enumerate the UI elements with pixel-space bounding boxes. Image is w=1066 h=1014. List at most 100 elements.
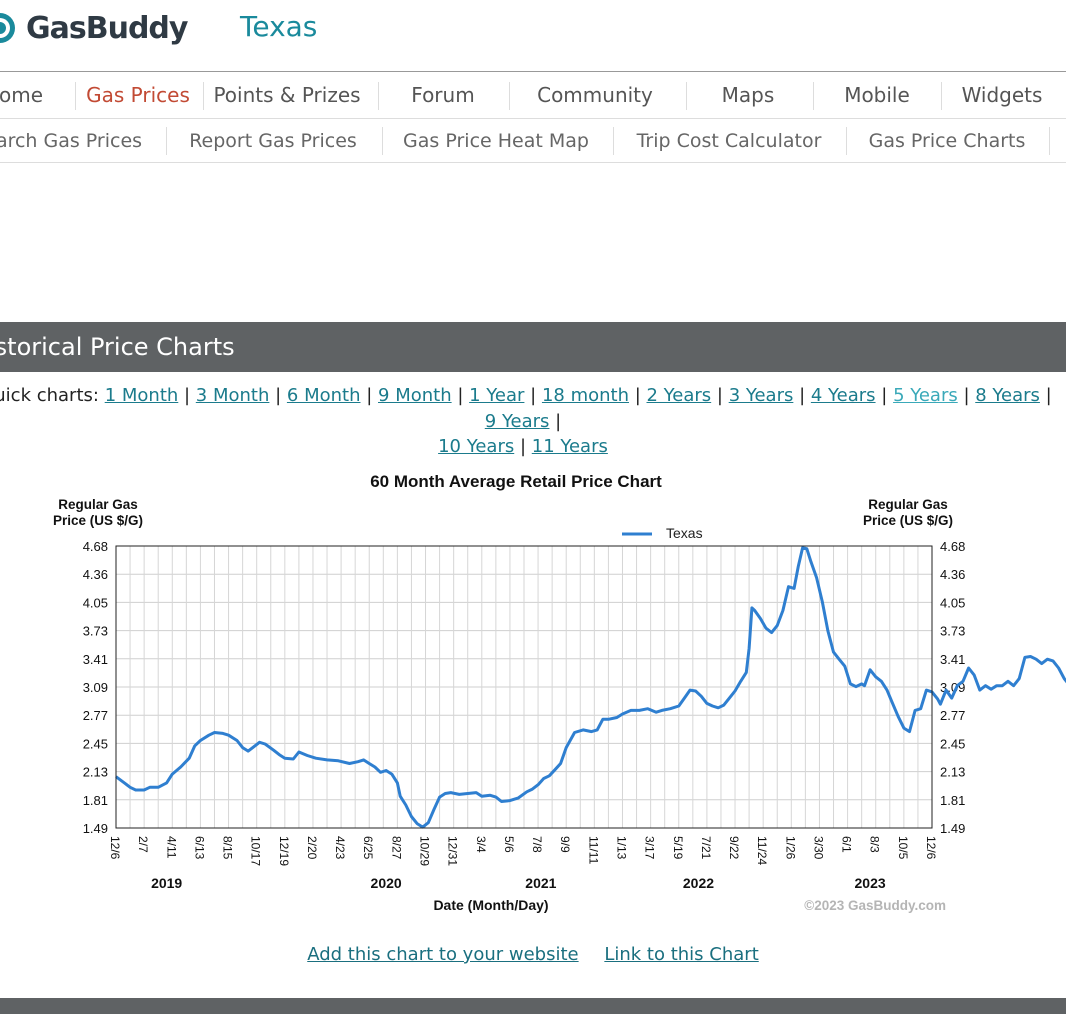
quick-link-3-years[interactable]: 3 Years (728, 385, 794, 406)
x-tick-label: 4/23 (333, 836, 347, 860)
chart-links: Add this chart to your website Link to t… (0, 944, 1066, 965)
subnav-divider (382, 127, 383, 155)
x-tick-label: 3/30 (811, 836, 825, 860)
x-tick-label: 1/26 (783, 836, 797, 860)
y-axis-label-right-line1: Regular Gas (868, 497, 948, 512)
quick-link-6-month[interactable]: 6 Month (286, 385, 361, 406)
legend-label: Texas (666, 525, 703, 541)
add-chart-link[interactable]: Add this chart to your website (307, 944, 579, 965)
y-tick-label: 3.73 (940, 624, 965, 639)
x-axis-label: Date (Month/Day) (433, 897, 548, 913)
y-axis-label-left-line1: Regular Gas (58, 497, 138, 512)
nav-forum[interactable]: Forum (411, 83, 475, 107)
x-tick-label: 8/3 (868, 836, 882, 853)
y-tick-label: 3.41 (83, 652, 108, 667)
y-tick-label: 2.13 (83, 765, 108, 780)
footer-band (0, 998, 1066, 1014)
subnav-search-gas-prices[interactable]: arch Gas Prices (0, 130, 143, 152)
year-label: 2020 (371, 875, 402, 891)
nav-mobile[interactable]: Mobile (844, 83, 910, 107)
quick-charts-label: uick charts: (0, 385, 99, 406)
quick-link-10-years[interactable]: 10 Years (438, 436, 515, 457)
x-tick-label: 1/13 (614, 836, 628, 860)
x-tick-label: 12/19 (277, 836, 291, 866)
x-tick-label: 4/11 (164, 836, 178, 859)
year-label: 2022 (683, 875, 714, 891)
quick-link-1-year[interactable]: 1 Year (469, 385, 525, 406)
y-tick-label: 2.13 (940, 765, 965, 780)
y-tick-label: 3.41 (940, 652, 965, 667)
y-tick-label: 2.45 (83, 736, 108, 751)
quick-link-9-years[interactable]: 9 Years (484, 410, 550, 432)
x-tick-label: 8/27 (389, 836, 403, 860)
x-tick-label: 6/25 (361, 836, 375, 860)
subnav-gas-price-charts[interactable]: Gas Price Charts (868, 130, 1026, 152)
subnav-heat-map[interactable]: Gas Price Heat Map (403, 130, 589, 152)
nav-divider (686, 82, 687, 110)
y-tick-label: 1.49 (83, 821, 108, 836)
quick-link-11-years[interactable]: 11 Years (531, 436, 608, 457)
y-tick-label: 4.36 (83, 567, 108, 582)
plot-frame (115, 545, 933, 829)
chart-copyright: ©2023 GasBuddy.com (804, 898, 946, 913)
nav-points-prizes[interactable]: Points & Prizes (213, 83, 361, 107)
quick-link-8-years[interactable]: 8 Years (975, 385, 1040, 406)
nav-community[interactable]: Community (537, 83, 653, 107)
x-tick-label: 12/6 (108, 836, 122, 860)
link-to-chart[interactable]: Link to this Chart (604, 944, 759, 965)
chart-title: 60 Month Average Retail Price Chart (370, 472, 662, 491)
nav-divider (75, 82, 76, 110)
x-tick-label: 2/7 (136, 836, 150, 853)
nav-divider (378, 82, 379, 110)
quick-link-1-month[interactable]: 1 Month (104, 385, 179, 406)
y-tick-label: 4.05 (940, 595, 965, 610)
section-title: istorical Price Charts (0, 333, 235, 361)
quick-link-5-years[interactable]: 5 Years (893, 385, 958, 406)
year-label: 2023 (855, 875, 886, 891)
subnav-divider (613, 127, 614, 155)
state-title: Texas (240, 10, 318, 43)
subnav-divider (1049, 127, 1050, 155)
x-tick-label: 10/5 (896, 836, 910, 860)
price-chart: 60 Month Average Retail Price Chart Regu… (0, 462, 1066, 922)
x-tick-label: 12/6 (924, 836, 938, 860)
subnav-report-gas-prices[interactable]: Report Gas Prices (189, 130, 357, 152)
x-tick-label: 5/19 (671, 836, 685, 860)
y-tick-label: 4.68 (83, 539, 108, 554)
y-ticks-left: 4.68 4.36 4.05 3.73 3.41 3.09 2.77 2.45 2.13 1.81… (83, 539, 108, 836)
y-tick-label: 2.77 (83, 708, 108, 723)
nav-gas-prices[interactable]: Gas Prices (86, 83, 190, 107)
subnav-trip-cost-calculator[interactable]: Trip Cost Calculator (636, 130, 822, 152)
x-tick-label: 6/1 (840, 836, 854, 853)
y-axis-label-right-line2: Price (US $/G) (863, 513, 953, 528)
year-label: 2021 (525, 875, 556, 891)
quick-link-4-years[interactable]: 4 Years (810, 385, 876, 406)
year-label: 2019 (151, 875, 182, 891)
y-tick-label: 4.68 (940, 539, 965, 554)
subnav-divider (846, 127, 847, 155)
gasbuddy-logo[interactable]: GasBuddy (0, 8, 188, 48)
x-tick-label: 10/29 (418, 836, 432, 866)
nav-home[interactable]: ome (0, 83, 44, 107)
quick-link-3-month[interactable]: 3 Month (195, 385, 270, 406)
x-tick-label: 2/20 (305, 836, 319, 860)
nav-divider (941, 82, 942, 110)
nav-maps[interactable]: Maps (721, 83, 775, 107)
chart-grid (115, 545, 933, 829)
nav-divider (203, 82, 204, 110)
x-ticks: 12/6 2/7 4/11 6/13 8/15 10/17 12/19 2/20 4/23 6/2… (108, 836, 938, 866)
nav-widgets[interactable]: Widgets (961, 83, 1043, 107)
quick-link-18-month[interactable]: 18 month (541, 385, 629, 406)
x-tick-label: 8/15 (221, 836, 235, 860)
logo-mark-icon (0, 8, 20, 48)
price-chart-svg: 60 Month Average Retail Price Chart Regu… (53, 472, 1066, 913)
quick-charts: uick charts: 1 Month | 3 Month | 6 Month… (0, 383, 1056, 460)
subnav-divider (166, 127, 167, 155)
quick-link-9-month[interactable]: 9 Month (378, 385, 452, 406)
y-tick-label: 2.45 (940, 736, 965, 751)
x-tick-label: 3/17 (643, 836, 657, 860)
quick-link-2-years[interactable]: 2 Years (646, 385, 712, 406)
y-tick-label: 1.81 (83, 793, 108, 808)
series-line-texas (115, 546, 1066, 829)
main-nav: ome Gas Prices Points & Prizes Forum Com… (0, 71, 1066, 119)
